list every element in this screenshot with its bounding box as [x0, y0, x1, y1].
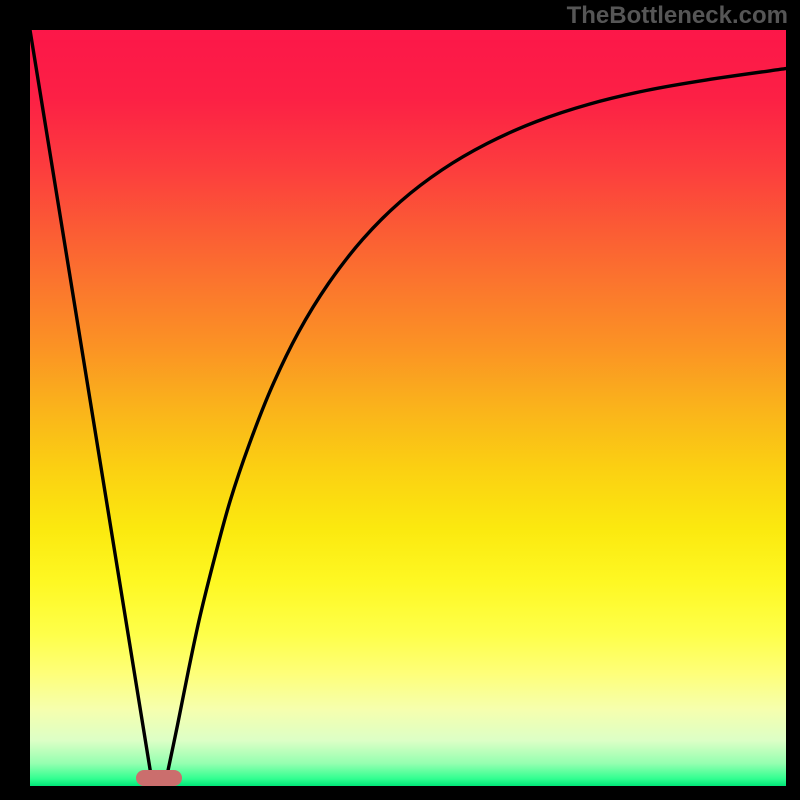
optimal-marker — [136, 770, 182, 786]
curve-right-curve — [166, 69, 786, 780]
curve-left-line — [30, 30, 152, 780]
chart-frame: TheBottleneck.com — [0, 0, 800, 800]
curves-layer — [30, 30, 786, 786]
plot-area — [30, 30, 786, 786]
watermark-text: TheBottleneck.com — [567, 2, 788, 30]
